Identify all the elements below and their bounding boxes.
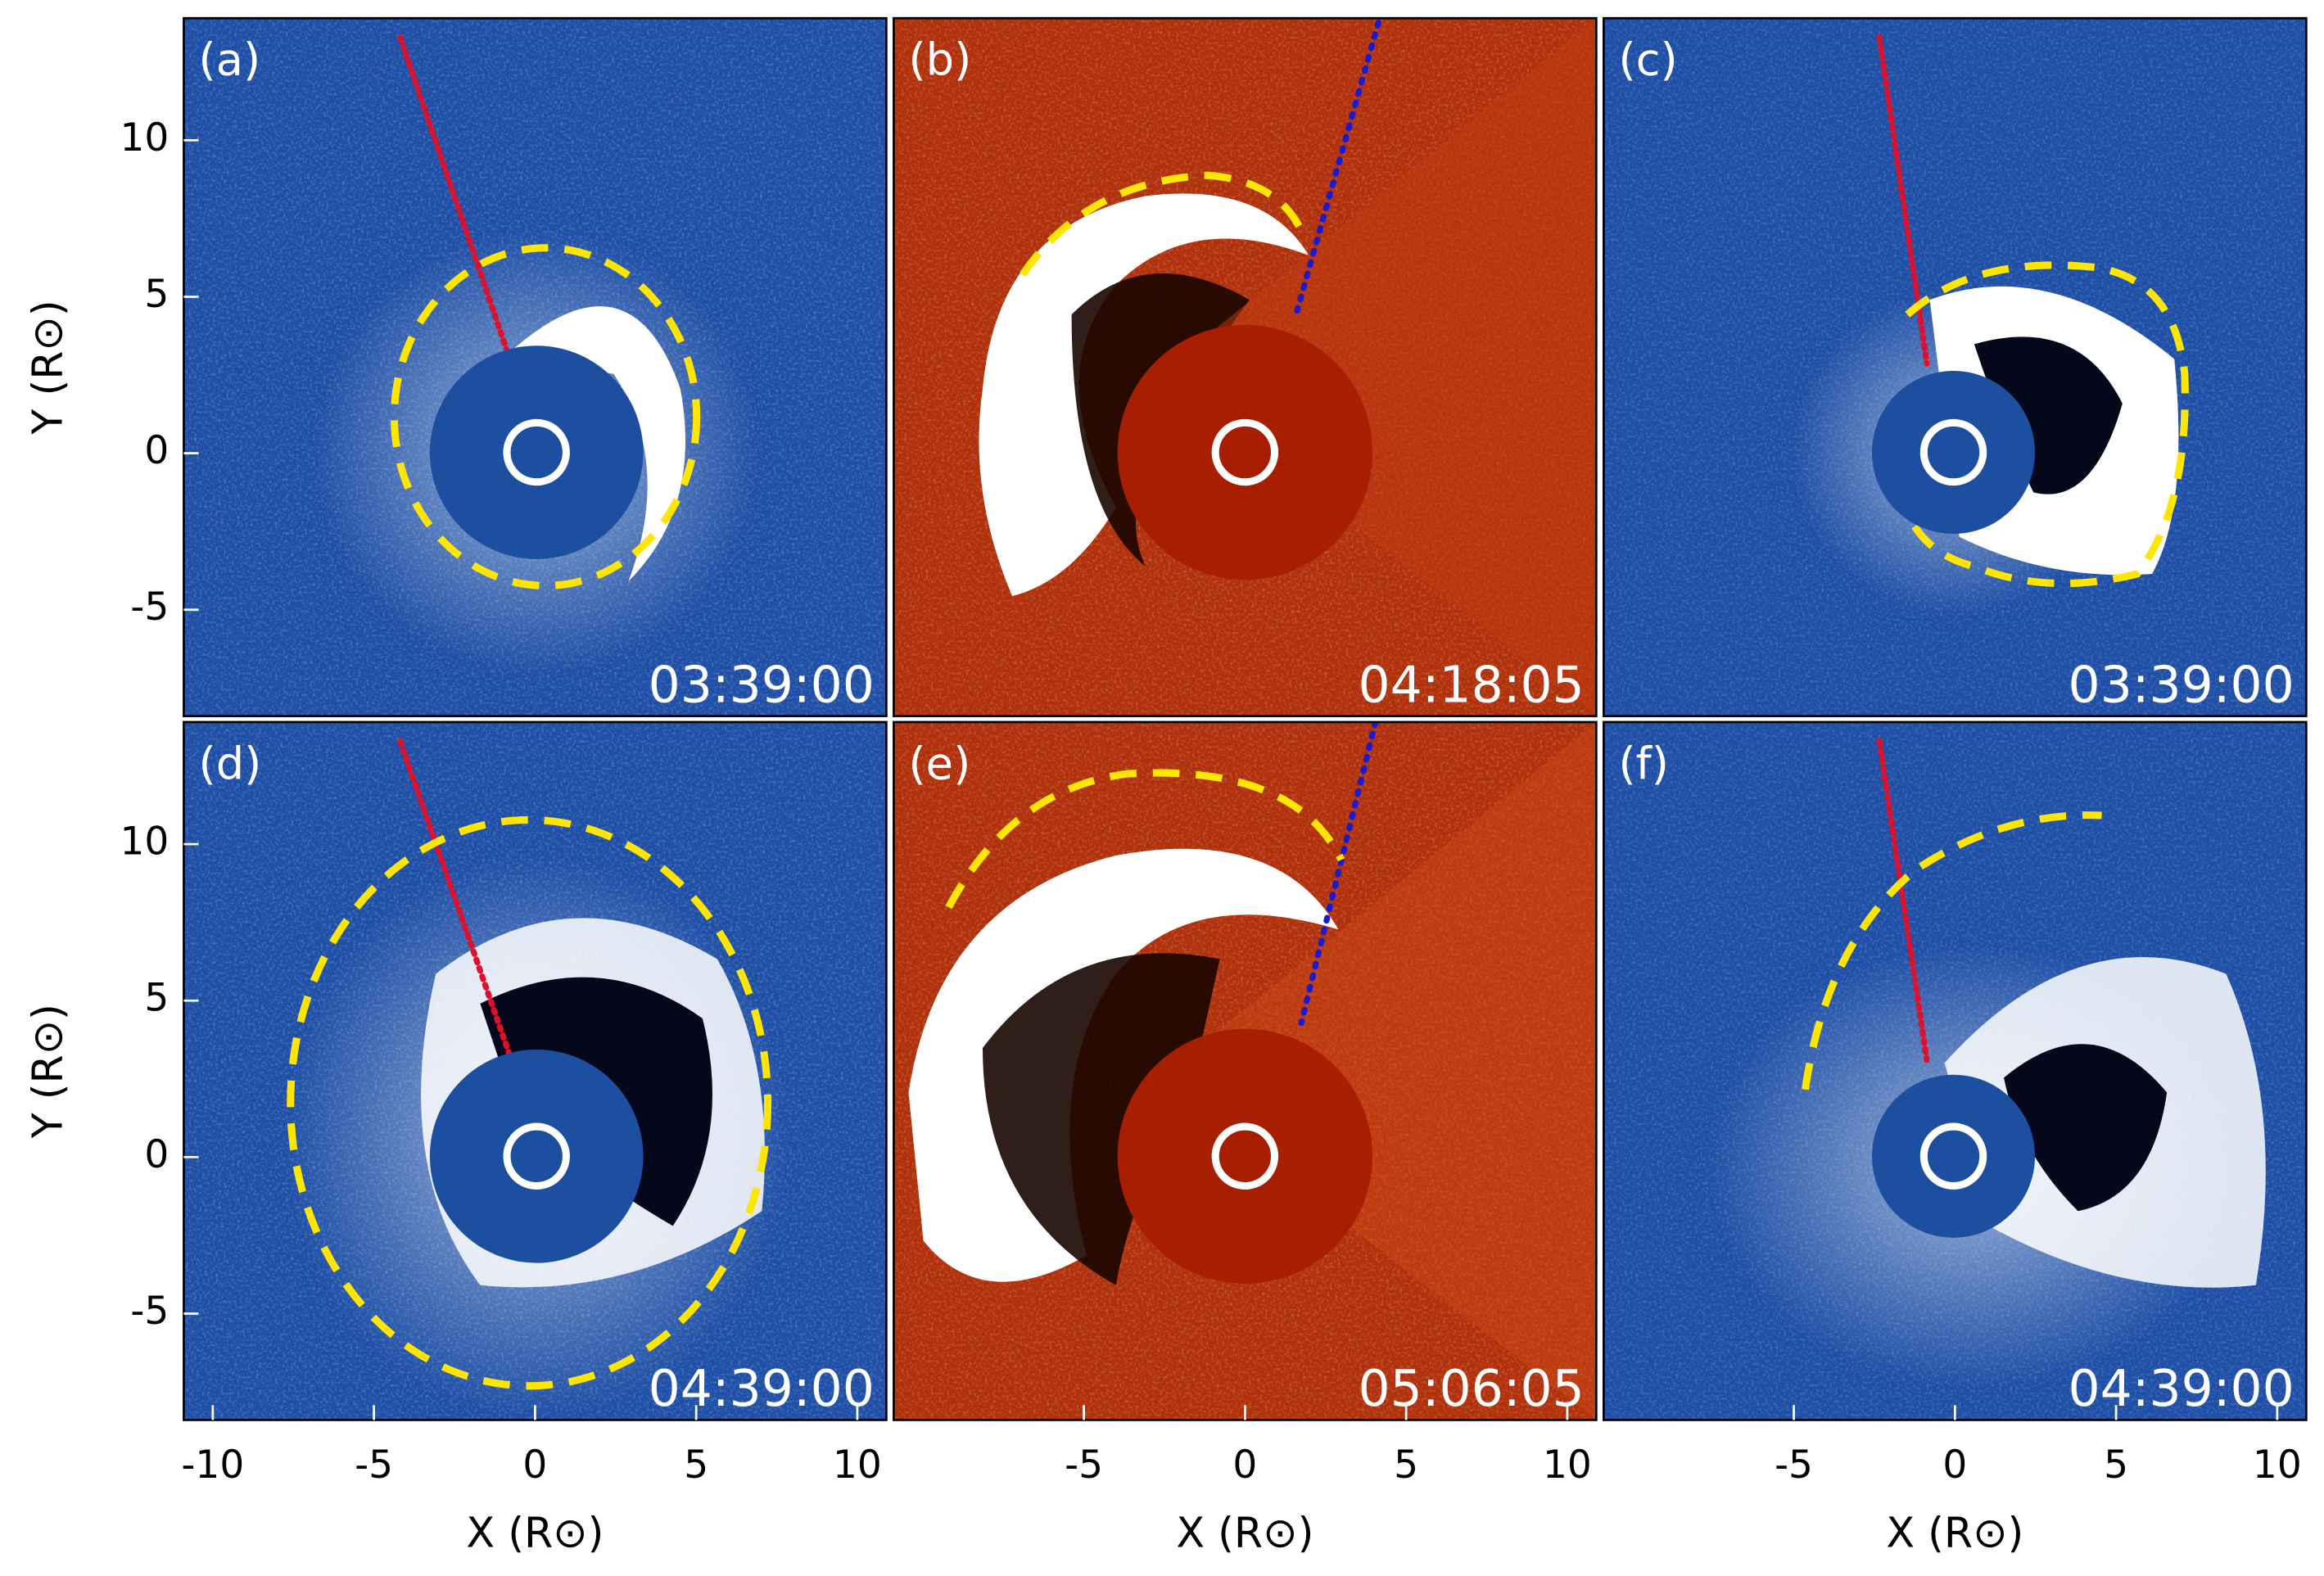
x-tick-label: 5 — [684, 1443, 708, 1488]
occulter — [1117, 324, 1373, 580]
timestamp: 04:18:05 — [1359, 655, 1585, 714]
sun-limb — [1211, 1122, 1279, 1190]
occulter — [1117, 1028, 1373, 1284]
y-tick-label: 5 — [144, 976, 169, 1021]
y-tick-label: 10 — [120, 820, 169, 865]
y-tick-label: 0 — [144, 428, 169, 473]
track — [1294, 20, 1381, 315]
cme-dark — [2004, 1044, 2168, 1212]
timestamp: 05:06:05 — [1359, 1359, 1585, 1418]
x-tick-label: 0 — [522, 1443, 547, 1488]
x-tick-label: 0 — [1232, 1443, 1257, 1488]
cme-front — [390, 244, 701, 589]
occulter — [1871, 1074, 2036, 1238]
cme-front — [945, 769, 1345, 910]
cme-front — [287, 815, 772, 1390]
cme-front — [1020, 171, 1308, 277]
cme-dark — [1974, 336, 2123, 494]
occulter — [429, 1049, 644, 1263]
timestamp: 03:39:00 — [649, 655, 875, 714]
panel: (b) 04:18:05 — [893, 18, 1597, 716]
sun-limb — [503, 1122, 570, 1190]
cme-bright — [979, 193, 1309, 597]
panel-label: (b) — [908, 34, 971, 86]
cme-front — [1896, 261, 2189, 588]
panel-frame — [183, 16, 888, 718]
timestamp: 04:39:00 — [2069, 1359, 2295, 1418]
x-tick-label: 10 — [1543, 1443, 1592, 1488]
x-tick-label: 10 — [2253, 1443, 2302, 1488]
sun-limb — [1919, 418, 1987, 486]
cme-dark — [982, 953, 1220, 1285]
y-tick-label: 0 — [144, 1132, 169, 1177]
x-axis-label: X (R⊙) — [1176, 1509, 1313, 1557]
y-axis-label: Y (R⊙) — [24, 300, 72, 435]
panel-label: (d) — [199, 738, 262, 789]
panel: (f) 04:39:00 — [1603, 721, 2307, 1420]
panel-label: (f) — [1618, 738, 1668, 789]
x-tick-label: -5 — [1065, 1443, 1103, 1488]
y-tick-label: 5 — [144, 272, 169, 317]
timestamp: 04:39:00 — [649, 1359, 875, 1418]
sun-limb — [503, 418, 570, 486]
panel-frame — [893, 16, 1598, 718]
panel-label: (c) — [1618, 34, 1677, 86]
x-tick-label: -10 — [181, 1443, 244, 1488]
x-axis-label: X (R⊙) — [1886, 1509, 2023, 1557]
x-tick-label: -5 — [1775, 1443, 1813, 1488]
panel-label: (a) — [199, 34, 261, 86]
x-tick-label: 5 — [1394, 1443, 1418, 1488]
sun-limb — [1919, 1122, 1987, 1190]
track — [1298, 721, 1379, 1026]
y-tick-label: -5 — [130, 585, 169, 630]
cme-bright — [502, 306, 686, 582]
track — [1876, 738, 1930, 1063]
x-tick-label: 5 — [2104, 1443, 2128, 1488]
x-axis-label: X (R⊙) — [466, 1509, 604, 1557]
panel: (c) 03:39:00 — [1603, 18, 2307, 716]
y-tick-label: -5 — [130, 1289, 169, 1334]
x-tick-label: 10 — [833, 1443, 882, 1488]
panel-frame — [1603, 16, 2308, 718]
sun-limb — [1211, 418, 1279, 486]
x-tick-label: -5 — [355, 1443, 393, 1488]
panel: (d) 04:39:00 — [183, 721, 887, 1420]
track — [397, 34, 515, 367]
y-tick-label: 10 — [120, 115, 169, 160]
panel-label: (e) — [908, 738, 970, 789]
background-sector — [1160, 721, 1597, 1420]
panel: (a) 03:39:00 — [183, 18, 887, 716]
background-sector — [1160, 18, 1597, 716]
x-tick-label: 0 — [1942, 1443, 1967, 1488]
panel: (e) 05:06:05 — [893, 721, 1597, 1420]
track — [397, 738, 515, 1063]
y-axis-label: Y (R⊙) — [24, 1004, 72, 1139]
timestamp: 03:39:00 — [2069, 655, 2295, 714]
occulter — [1871, 370, 2036, 535]
occulter — [429, 345, 644, 559]
